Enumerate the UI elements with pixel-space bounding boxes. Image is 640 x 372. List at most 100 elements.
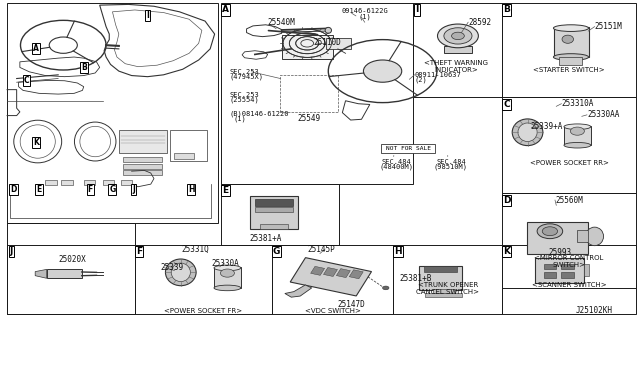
FancyBboxPatch shape (381, 144, 435, 153)
Text: H: H (188, 185, 195, 194)
Ellipse shape (512, 119, 543, 145)
Bar (124, 157, 162, 162)
Bar (214, 267, 241, 288)
Bar (577, 231, 588, 242)
Bar (170, 131, 207, 161)
Text: 25151M: 25151M (595, 22, 622, 31)
Text: SEC.484: SEC.484 (381, 159, 412, 165)
Text: (98510M): (98510M) (434, 163, 468, 170)
Text: A: A (222, 6, 229, 15)
Text: 25330A: 25330A (211, 259, 239, 268)
Bar (221, 3, 413, 184)
Text: C: C (503, 100, 510, 109)
Text: 25330AA: 25330AA (587, 110, 620, 119)
Text: E: E (36, 185, 42, 194)
Polygon shape (323, 267, 337, 276)
Text: 25331Q: 25331Q (181, 244, 209, 253)
Text: 25110D: 25110D (314, 38, 341, 48)
Bar (119, 131, 167, 153)
Text: F: F (136, 247, 142, 256)
Text: (2): (2) (415, 76, 428, 83)
Text: J: J (10, 247, 13, 256)
Bar (124, 170, 162, 175)
Ellipse shape (554, 54, 589, 60)
Text: F: F (88, 185, 93, 194)
Bar (543, 272, 556, 278)
Text: 25560M: 25560M (555, 196, 583, 205)
Text: J: J (132, 185, 135, 194)
Circle shape (542, 227, 557, 235)
Bar (7, 3, 218, 223)
Bar (561, 272, 574, 278)
Text: D: D (503, 196, 510, 205)
Text: 25993: 25993 (548, 248, 572, 257)
Bar (559, 57, 582, 65)
Polygon shape (285, 285, 312, 297)
Bar (502, 245, 636, 314)
Bar (419, 266, 463, 290)
Bar (394, 245, 502, 314)
Text: <POWER SOCKET FR>: <POWER SOCKET FR> (164, 308, 242, 314)
Bar (84, 180, 95, 185)
Circle shape (444, 28, 472, 44)
Text: D: D (10, 185, 17, 194)
Text: 25381+A: 25381+A (250, 234, 282, 243)
Polygon shape (337, 269, 350, 278)
Text: 253310A: 253310A (561, 99, 594, 108)
Text: E: E (223, 186, 228, 195)
Bar (272, 245, 394, 314)
Bar (7, 223, 135, 314)
Bar (45, 180, 57, 185)
Bar (124, 164, 162, 169)
Bar (543, 264, 556, 269)
Text: 25145P: 25145P (307, 244, 335, 253)
Text: A: A (33, 44, 39, 52)
Text: 25339: 25339 (161, 263, 184, 272)
Circle shape (364, 60, 402, 82)
Ellipse shape (564, 142, 591, 148)
Text: K: K (33, 138, 39, 147)
Bar (260, 224, 288, 230)
Bar (413, 3, 502, 97)
Bar (7, 245, 135, 314)
Bar (47, 269, 82, 278)
Bar (502, 3, 636, 97)
Ellipse shape (166, 259, 196, 286)
Bar (280, 75, 338, 112)
Bar (424, 266, 458, 272)
Ellipse shape (214, 285, 241, 291)
Bar (561, 264, 574, 269)
Bar (135, 245, 272, 314)
Text: I: I (415, 6, 419, 15)
Polygon shape (349, 270, 364, 279)
Text: (1): (1) (234, 115, 246, 122)
Bar (444, 46, 472, 52)
Circle shape (383, 286, 389, 290)
Polygon shape (35, 269, 47, 278)
Polygon shape (310, 266, 324, 275)
Text: SEC.253: SEC.253 (229, 69, 259, 75)
Text: 28592: 28592 (468, 18, 492, 27)
Text: 25020X: 25020X (58, 255, 86, 264)
Text: G: G (109, 185, 116, 194)
Ellipse shape (562, 35, 573, 43)
Bar (564, 126, 591, 145)
Ellipse shape (586, 227, 604, 246)
Ellipse shape (325, 28, 332, 33)
Bar (250, 196, 298, 230)
Ellipse shape (554, 25, 589, 32)
Text: NOT FOR SALE: NOT FOR SALE (386, 146, 431, 151)
Text: (25554): (25554) (229, 97, 259, 103)
Bar (326, 38, 351, 49)
Text: H: H (394, 247, 402, 256)
Bar (61, 180, 73, 185)
Text: 08911-10637: 08911-10637 (415, 72, 461, 78)
Bar (502, 193, 636, 288)
Text: K: K (503, 247, 510, 256)
Text: 25381+B: 25381+B (399, 274, 432, 283)
Bar (255, 199, 293, 206)
Bar (174, 153, 193, 159)
Text: J25102KH: J25102KH (576, 307, 613, 315)
Ellipse shape (518, 123, 537, 141)
Bar (433, 289, 456, 294)
